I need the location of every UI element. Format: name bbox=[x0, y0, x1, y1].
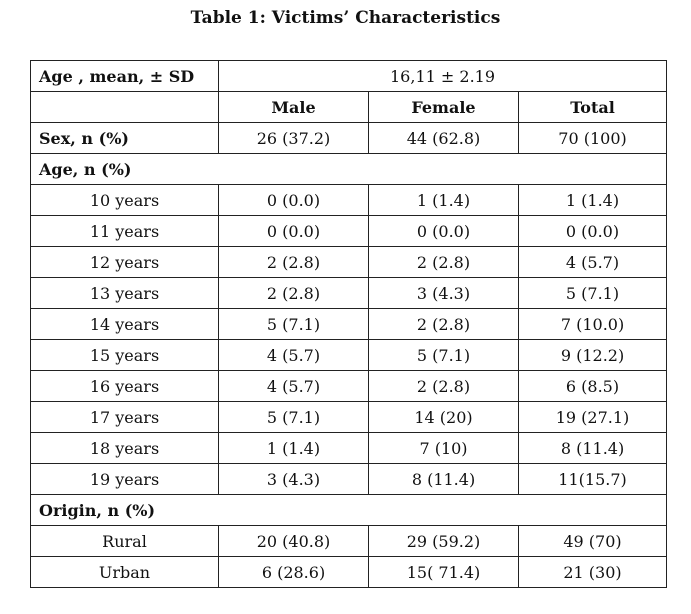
header-empty-cell bbox=[30, 91, 219, 123]
cell-male: 20 (40.8) bbox=[218, 525, 369, 557]
row-label: 19 years bbox=[30, 463, 219, 495]
age-mean-row: Age , mean, ± SD 16,11 ± 2.19 bbox=[30, 60, 668, 92]
cell-female: 0 (0.0) bbox=[368, 215, 519, 247]
age-row: 17 years 5 (7.1) 14 (20) 19 (27.1) bbox=[30, 401, 668, 433]
sex-row: Sex, n (%) 26 (37.2) 44 (62.8) 70 (100) bbox=[30, 122, 668, 154]
cell-male: 4 (5.7) bbox=[218, 339, 369, 371]
age-row: 10 years 0 (0.0) 1 (1.4) 1 (1.4) bbox=[30, 184, 668, 216]
cell-total: 1 (1.4) bbox=[517, 184, 668, 216]
cell-female: 3 (4.3) bbox=[368, 277, 519, 309]
column-header-male: Male bbox=[218, 91, 369, 123]
sex-male-value: 26 (37.2) bbox=[218, 122, 369, 154]
cell-total: 6 (8.5) bbox=[517, 370, 668, 402]
cell-male: 0 (0.0) bbox=[218, 215, 369, 247]
cell-male: 1 (1.4) bbox=[218, 432, 369, 464]
sex-total-value: 70 (100) bbox=[517, 122, 668, 154]
age-section-header-row: Age, n (%) bbox=[29, 153, 668, 185]
age-row: 18 years 1 (1.4) 7 (10) 8 (11.4) bbox=[30, 432, 668, 464]
cell-female: 5 (7.1) bbox=[368, 339, 519, 371]
cell-female: 7 (10) bbox=[368, 432, 519, 464]
column-header-female: Female bbox=[368, 91, 519, 123]
cell-male: 2 (2.8) bbox=[218, 277, 369, 309]
cell-female: 2 (2.8) bbox=[368, 308, 519, 340]
column-header-row: Male Female Total bbox=[30, 91, 668, 123]
cell-female: 14 (20) bbox=[368, 401, 519, 433]
cell-total: 0 (0.0) bbox=[517, 215, 668, 247]
cell-female: 29 (59.2) bbox=[368, 525, 519, 557]
cell-female: 15( 71.4) bbox=[368, 556, 519, 588]
age-row: 12 years 2 (2.8) 2 (2.8) 4 (5.7) bbox=[30, 246, 668, 278]
origin-row: Rural 20 (40.8) 29 (59.2) 49 (70) bbox=[30, 525, 668, 557]
cell-total: 7 (10.0) bbox=[517, 308, 668, 340]
cell-total: 5 (7.1) bbox=[517, 277, 668, 309]
cell-male: 5 (7.1) bbox=[218, 401, 369, 433]
row-label: 15 years bbox=[30, 339, 219, 371]
cell-male: 5 (7.1) bbox=[218, 308, 369, 340]
age-section-label: Age, n (%) bbox=[29, 153, 668, 185]
cell-total: 19 (27.1) bbox=[517, 401, 668, 433]
cell-male: 0 (0.0) bbox=[218, 184, 369, 216]
cell-total: 21 (30) bbox=[517, 556, 668, 588]
cell-male: 6 (28.6) bbox=[218, 556, 369, 588]
cell-female: 2 (2.8) bbox=[368, 370, 519, 402]
origin-section-header-row: Origin, n (%) bbox=[29, 494, 668, 526]
row-label: 12 years bbox=[30, 246, 219, 278]
cell-female: 2 (2.8) bbox=[368, 246, 519, 278]
origin-section-label: Origin, n (%) bbox=[29, 494, 668, 526]
age-mean-value: 16,11 ± 2.19 bbox=[217, 60, 668, 92]
row-label: 18 years bbox=[30, 432, 219, 464]
age-mean-label: Age , mean, ± SD bbox=[30, 60, 219, 92]
victims-characteristics-table: Age , mean, ± SD 16,11 ± 2.19 Male Femal… bbox=[29, 60, 668, 588]
cell-total: 11(15.7) bbox=[517, 463, 668, 495]
cell-total: 4 (5.7) bbox=[517, 246, 668, 278]
row-label: 10 years bbox=[30, 184, 219, 216]
cell-male: 2 (2.8) bbox=[218, 246, 369, 278]
row-label: 14 years bbox=[30, 308, 219, 340]
column-header-total: Total bbox=[517, 91, 668, 123]
age-row: 19 years 3 (4.3) 8 (11.4) 11(15.7) bbox=[30, 463, 668, 495]
age-row: 16 years 4 (5.7) 2 (2.8) 6 (8.5) bbox=[30, 370, 668, 402]
age-row: 11 years 0 (0.0) 0 (0.0) 0 (0.0) bbox=[30, 215, 668, 247]
cell-male: 4 (5.7) bbox=[218, 370, 369, 402]
cell-total: 8 (11.4) bbox=[517, 432, 668, 464]
cell-total: 9 (12.2) bbox=[517, 339, 668, 371]
sex-label: Sex, n (%) bbox=[30, 122, 219, 154]
table-title: Table 1: Victims’ Characteristics bbox=[190, 8, 501, 28]
cell-female: 8 (11.4) bbox=[368, 463, 519, 495]
cell-total: 49 (70) bbox=[517, 525, 668, 557]
row-label: Rural bbox=[30, 525, 219, 557]
row-label: 11 years bbox=[30, 215, 219, 247]
cell-male: 3 (4.3) bbox=[218, 463, 369, 495]
row-label: Urban bbox=[30, 556, 219, 588]
origin-row: Urban 6 (28.6) 15( 71.4) 21 (30) bbox=[30, 556, 668, 588]
age-row: 13 years 2 (2.8) 3 (4.3) 5 (7.1) bbox=[30, 277, 668, 309]
row-label: 16 years bbox=[30, 370, 219, 402]
row-label: 17 years bbox=[30, 401, 219, 433]
age-row: 14 years 5 (7.1) 2 (2.8) 7 (10.0) bbox=[30, 308, 668, 340]
age-row: 15 years 4 (5.7) 5 (7.1) 9 (12.2) bbox=[30, 339, 668, 371]
cell-female: 1 (1.4) bbox=[368, 184, 519, 216]
sex-female-value: 44 (62.8) bbox=[368, 122, 519, 154]
row-label: 13 years bbox=[30, 277, 219, 309]
